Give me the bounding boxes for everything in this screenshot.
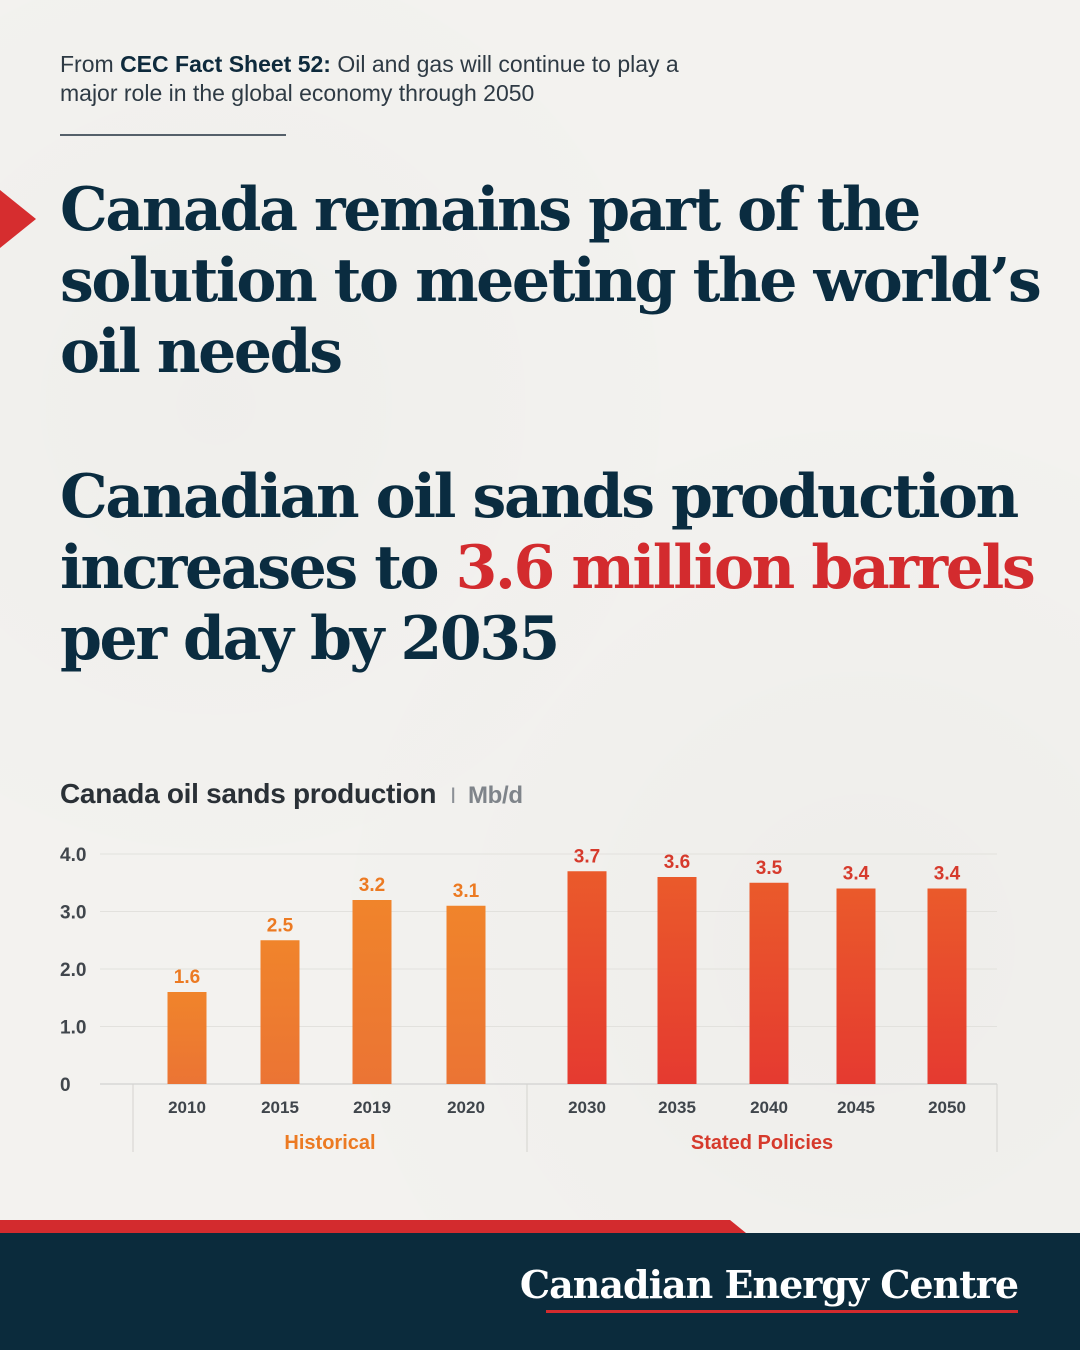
x-tick-label-2019: 2019 (353, 1098, 391, 1117)
data-label-2030: 3.7 (574, 846, 600, 867)
brand-logo: Canadian Energy Centre (519, 1262, 1019, 1307)
chart-title: Canada oil sands production I Mb/d (60, 778, 523, 810)
footer-red-stripe (0, 1220, 746, 1233)
bar-2050 (927, 888, 967, 1084)
headline-secondary: Canadian oil sands production increases … (60, 462, 1060, 675)
data-label-2020: 3.1 (453, 881, 480, 902)
x-tick-label-2030: 2030 (568, 1098, 606, 1117)
footer-bar (0, 1233, 1080, 1350)
x-tick-label-2040: 2040 (750, 1098, 788, 1117)
y-tick-label: 1.0 (60, 1018, 86, 1039)
bars: 1.6 2.5 3.2 3.1 3.7 3.6 3.5 3.4 3.4 (167, 846, 967, 1084)
bar-2010 (167, 992, 207, 1084)
brand-underline (546, 1310, 1018, 1313)
x-axis: 2010 2015 2019 2020 Historical 2030 2035 2040 20… (132, 1084, 998, 1154)
intro-source: CEC Fact Sheet 52: (120, 51, 331, 77)
x-tick-label-2015: 2015 (261, 1098, 299, 1117)
bar-2030 (567, 871, 607, 1084)
group-label-historical: Historical (284, 1132, 375, 1154)
bar-2019 (352, 900, 392, 1084)
bar-2045 (836, 888, 876, 1084)
bar-2020 (446, 905, 486, 1084)
data-label-2050: 3.4 (934, 864, 961, 885)
title-separator: I (450, 783, 456, 808)
chart-title-text: Canada oil sands production (60, 778, 437, 809)
y-tick-label: 3.0 (60, 903, 86, 924)
data-label-2015: 2.5 (267, 915, 294, 936)
red-triangle-marker (0, 190, 36, 248)
headline-highlight: 3.6 million barrels (455, 533, 1036, 603)
data-label-2045: 3.4 (843, 864, 870, 885)
bar-2040 (749, 882, 789, 1084)
headline-secondary-after: per day by 2035 (60, 604, 560, 674)
data-label-2035: 3.6 (664, 852, 690, 873)
divider-rule (60, 134, 286, 136)
intro-prefix: From (60, 51, 121, 77)
bar-2015 (260, 940, 300, 1084)
intro-body: Oil and gas will continue to play a majo… (60, 51, 679, 106)
x-tick-label-2010: 2010 (168, 1098, 206, 1117)
x-tick-label-2050: 2050 (928, 1098, 966, 1117)
group-label-stated-policies: Stated Policies (691, 1132, 833, 1154)
headline-primary: Canada remains part of the solution to m… (60, 175, 1042, 387)
headline-secondary-before: Canadian oil sands production increases … (60, 462, 1019, 603)
y-axis-ticks: 0 1.0 2.0 3.0 4.0 (60, 845, 86, 1096)
data-label-2019: 3.2 (359, 875, 385, 896)
chart-unit: Mb/d (467, 782, 523, 809)
x-tick-label-2045: 2045 (837, 1098, 875, 1117)
bar-2035 (657, 877, 697, 1084)
intro-text: From CEC Fact Sheet 52: Oil and gas will… (60, 50, 700, 108)
y-tick-label: 0 (60, 1075, 71, 1096)
data-label-2040: 3.5 (756, 858, 783, 879)
data-label-2010: 1.6 (174, 967, 200, 988)
y-tick-label: 2.0 (60, 960, 86, 981)
bar-chart: 0 1.0 2.0 3.0 4.0 1.6 2.5 3.2 3.1 3.7 3.6 3.5 3.4 3.… (60, 845, 998, 1154)
x-tick-label-2020: 2020 (447, 1098, 485, 1117)
y-tick-label: 4.0 (60, 845, 86, 866)
x-tick-label-2035: 2035 (658, 1098, 696, 1117)
